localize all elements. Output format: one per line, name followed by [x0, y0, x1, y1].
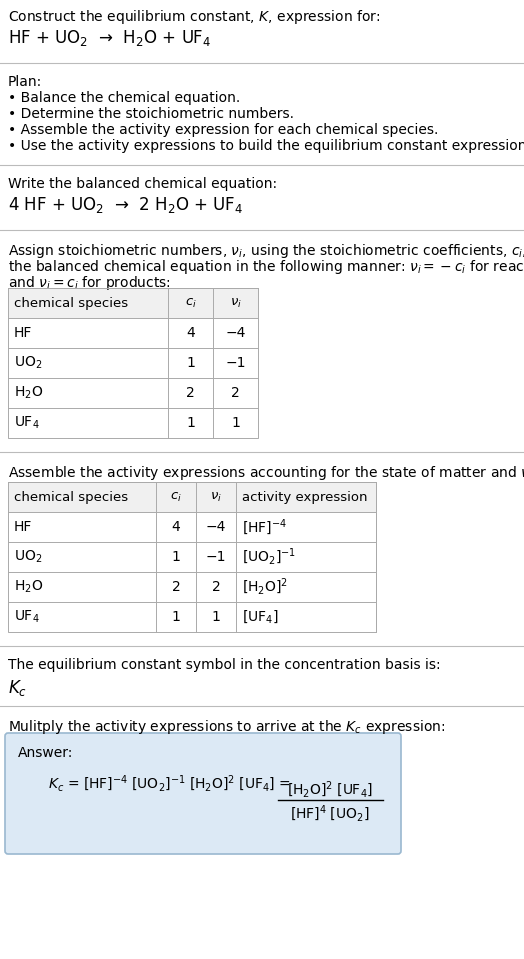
Text: • Determine the stoichiometric numbers.: • Determine the stoichiometric numbers. — [8, 107, 294, 121]
Text: H$_2$O: H$_2$O — [14, 579, 43, 596]
Text: $c_i$: $c_i$ — [184, 296, 196, 310]
Text: chemical species: chemical species — [14, 490, 128, 503]
Text: • Use the activity expressions to build the equilibrium constant expression.: • Use the activity expressions to build … — [8, 139, 524, 153]
Text: • Balance the chemical equation.: • Balance the chemical equation. — [8, 91, 240, 105]
Bar — [8, 288, 258, 438]
Text: the balanced chemical equation in the following manner: $\nu_i = -c_i$ for react: the balanced chemical equation in the fo… — [8, 258, 524, 276]
Text: Mulitply the activity expressions to arrive at the $K_c$ expression:: Mulitply the activity expressions to arr… — [8, 718, 445, 736]
Text: activity expression: activity expression — [242, 490, 367, 503]
Text: [HF]$^{-4}$: [HF]$^{-4}$ — [242, 517, 287, 537]
Text: 2: 2 — [231, 386, 240, 400]
Text: • Assemble the activity expression for each chemical species.: • Assemble the activity expression for e… — [8, 123, 439, 137]
Text: 1: 1 — [186, 356, 195, 370]
Text: Construct the equilibrium constant, $K$, expression for:: Construct the equilibrium constant, $K$,… — [8, 8, 380, 26]
Text: The equilibrium constant symbol in the concentration basis is:: The equilibrium constant symbol in the c… — [8, 658, 441, 672]
Text: [HF]$^4$ [UO$_2$]: [HF]$^4$ [UO$_2$] — [290, 804, 370, 825]
Text: UF$_4$: UF$_4$ — [14, 609, 40, 625]
Text: −4: −4 — [225, 326, 246, 340]
Text: [UO$_2$]$^{-1}$: [UO$_2$]$^{-1}$ — [242, 547, 296, 567]
Text: and $\nu_i = c_i$ for products:: and $\nu_i = c_i$ for products: — [8, 274, 171, 292]
Text: 1: 1 — [231, 416, 240, 430]
Text: H$_2$O: H$_2$O — [14, 385, 43, 401]
Text: chemical species: chemical species — [14, 296, 128, 310]
Text: Plan:: Plan: — [8, 75, 42, 89]
Text: HF: HF — [14, 326, 32, 340]
Text: $c_i$: $c_i$ — [170, 490, 182, 503]
Text: [H$_2$O]$^2$ [UF$_4$]: [H$_2$O]$^2$ [UF$_4$] — [287, 780, 373, 801]
Bar — [8, 482, 376, 632]
FancyBboxPatch shape — [5, 733, 401, 854]
Text: [H$_2$O]$^2$: [H$_2$O]$^2$ — [242, 576, 288, 597]
Text: 4: 4 — [186, 326, 195, 340]
Text: HF + UO$_2$  →  H$_2$O + UF$_4$: HF + UO$_2$ → H$_2$O + UF$_4$ — [8, 28, 211, 48]
Text: 2: 2 — [186, 386, 195, 400]
Text: −1: −1 — [206, 550, 226, 564]
Text: $K_c$ = [HF]$^{-4}$ [UO$_2$]$^{-1}$ [H$_2$O]$^2$ [UF$_4$] =: $K_c$ = [HF]$^{-4}$ [UO$_2$]$^{-1}$ [H$_… — [48, 774, 291, 794]
Text: $\nu_i$: $\nu_i$ — [230, 296, 242, 310]
Text: 4: 4 — [172, 520, 180, 534]
Text: 1: 1 — [186, 416, 195, 430]
Text: 1: 1 — [171, 610, 180, 624]
Bar — [8, 482, 376, 512]
Text: 2: 2 — [172, 580, 180, 594]
Text: [UF$_4$]: [UF$_4$] — [242, 609, 278, 625]
Text: 4 HF + UO$_2$  →  2 H$_2$O + UF$_4$: 4 HF + UO$_2$ → 2 H$_2$O + UF$_4$ — [8, 195, 243, 215]
Text: Assemble the activity expressions accounting for the state of matter and $\nu_i$: Assemble the activity expressions accoun… — [8, 464, 524, 482]
Text: 2: 2 — [212, 580, 221, 594]
Text: Answer:: Answer: — [18, 746, 73, 760]
Text: Assign stoichiometric numbers, $\nu_i$, using the stoichiometric coefficients, $: Assign stoichiometric numbers, $\nu_i$, … — [8, 242, 524, 260]
Text: Write the balanced chemical equation:: Write the balanced chemical equation: — [8, 177, 277, 191]
Text: UO$_2$: UO$_2$ — [14, 549, 42, 565]
Text: −4: −4 — [206, 520, 226, 534]
Text: 1: 1 — [212, 610, 221, 624]
Text: −1: −1 — [225, 356, 246, 370]
Text: UO$_2$: UO$_2$ — [14, 355, 42, 371]
Text: $K_c$: $K_c$ — [8, 678, 27, 698]
Text: UF$_4$: UF$_4$ — [14, 415, 40, 432]
Text: HF: HF — [14, 520, 32, 534]
Bar — [8, 288, 258, 318]
Text: 1: 1 — [171, 550, 180, 564]
Text: $\nu_i$: $\nu_i$ — [210, 490, 222, 503]
